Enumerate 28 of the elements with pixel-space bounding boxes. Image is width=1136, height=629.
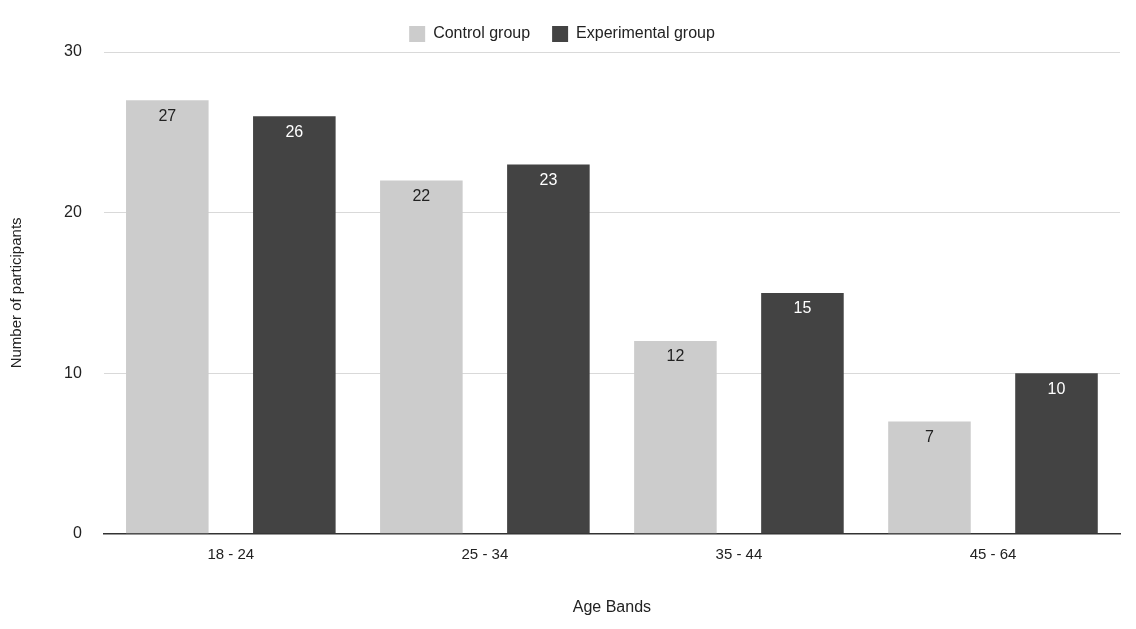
data-label: 7 bbox=[925, 427, 935, 445]
data-label: 22 bbox=[412, 186, 431, 204]
bar bbox=[888, 421, 971, 534]
x-tick-label: 18 - 24 bbox=[207, 544, 255, 562]
y-tick-label: 30 bbox=[64, 42, 82, 60]
bar bbox=[634, 341, 717, 534]
y-tick-label: 20 bbox=[64, 203, 82, 221]
bar bbox=[126, 100, 209, 534]
bar bbox=[1015, 373, 1098, 534]
x-axis-title: Age Bands bbox=[572, 597, 652, 615]
data-label: 27 bbox=[158, 106, 177, 124]
data-label: 15 bbox=[793, 299, 812, 317]
x-tick-label: 45 - 64 bbox=[969, 544, 1017, 562]
legend-label: Experimental group bbox=[576, 24, 715, 42]
x-tick-label: 35 - 44 bbox=[715, 544, 763, 562]
data-label: 26 bbox=[285, 122, 304, 140]
x-tick-label: 25 - 34 bbox=[461, 544, 509, 562]
data-label: 23 bbox=[539, 170, 558, 188]
data-label: 10 bbox=[1047, 379, 1066, 397]
y-tick-label: 0 bbox=[72, 524, 82, 542]
bar bbox=[507, 164, 590, 534]
legend-label: Control group bbox=[433, 24, 531, 42]
bar bbox=[761, 292, 844, 534]
data-label: 12 bbox=[666, 347, 685, 365]
y-axis-title: Number of participants bbox=[7, 217, 25, 369]
bar bbox=[380, 180, 463, 534]
bar bbox=[253, 116, 336, 534]
y-tick-label: 10 bbox=[64, 363, 82, 381]
